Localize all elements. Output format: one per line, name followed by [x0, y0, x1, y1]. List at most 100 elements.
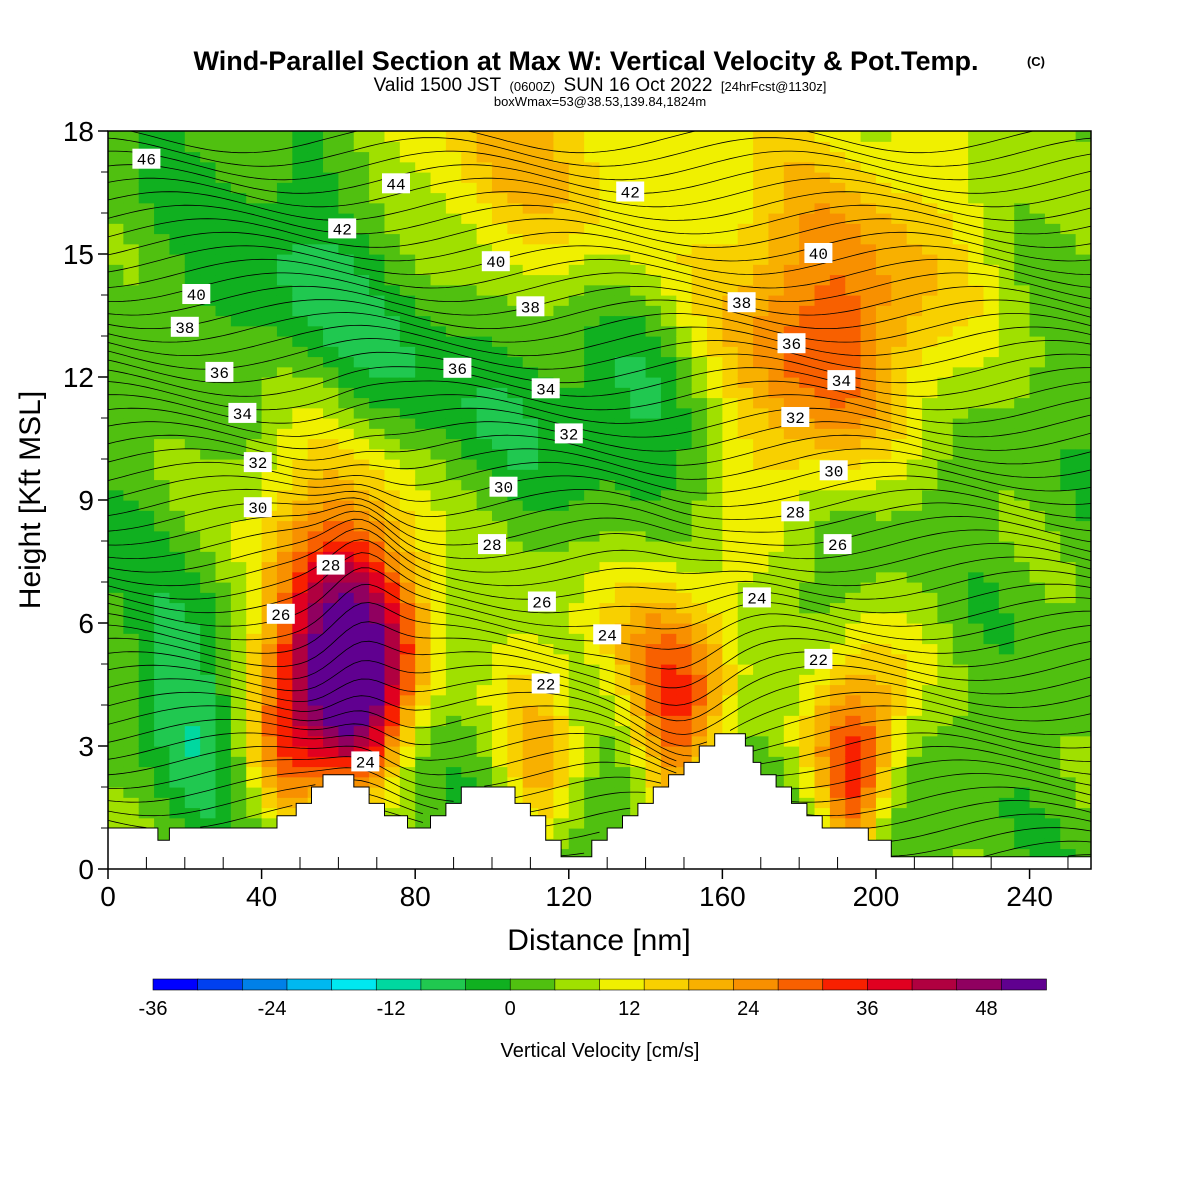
velocity-cell	[138, 366, 155, 378]
velocity-cell	[799, 561, 816, 573]
velocity-cell	[845, 172, 862, 183]
velocity-cell	[353, 766, 370, 778]
velocity-cell	[599, 592, 616, 604]
velocity-cell	[230, 274, 247, 286]
velocity-cell	[875, 254, 892, 265]
velocity-cell	[522, 510, 539, 522]
theta-contour-line	[108, 231, 1091, 262]
theta-contour-label: 36	[443, 357, 472, 379]
velocity-cell	[768, 448, 785, 460]
velocity-cell	[261, 715, 278, 727]
velocity-cell	[799, 459, 816, 470]
theta-contour-line	[108, 539, 1091, 600]
velocity-cell	[230, 725, 247, 737]
velocity-cell	[768, 571, 785, 583]
velocity-cell	[983, 530, 1000, 542]
velocity-cell	[691, 305, 708, 317]
velocity-cell	[292, 735, 309, 747]
velocity-cell	[645, 233, 662, 245]
velocity-cell	[676, 551, 693, 563]
velocity-cell	[614, 459, 631, 470]
velocity-cell	[660, 336, 677, 347]
velocity-cell	[184, 223, 201, 235]
velocity-cell	[461, 674, 478, 686]
velocity-cell	[292, 500, 309, 511]
velocity-cell	[906, 797, 923, 809]
velocity-cell	[707, 223, 723, 235]
velocity-cell	[845, 705, 862, 716]
velocity-cell	[875, 807, 892, 819]
velocity-cell	[123, 776, 140, 788]
velocity-cell	[538, 428, 555, 440]
velocity-cell	[399, 254, 416, 265]
velocity-cell	[814, 551, 831, 563]
velocity-cell	[261, 694, 278, 706]
velocity-cell	[906, 254, 923, 265]
velocity-cell	[1060, 735, 1077, 747]
velocity-cell	[154, 325, 171, 337]
velocity-cell	[998, 787, 1015, 798]
velocity-cell	[292, 284, 309, 296]
velocity-cell	[1014, 735, 1031, 747]
velocity-cell	[891, 161, 908, 173]
velocity-cell	[507, 776, 524, 788]
velocity-cell	[906, 305, 923, 317]
velocity-cell	[507, 694, 524, 706]
velocity-cell	[307, 274, 324, 286]
velocity-cell	[906, 602, 923, 614]
velocity-cell	[753, 243, 770, 255]
velocity-cell	[645, 254, 662, 265]
velocity-cell	[230, 264, 247, 276]
velocity-cell	[138, 315, 155, 327]
velocity-cell	[261, 571, 278, 583]
velocity-cell	[522, 571, 539, 583]
velocity-cell	[630, 151, 647, 163]
velocity-cell	[307, 131, 324, 142]
velocity-cell	[660, 233, 677, 245]
velocity-cell	[169, 377, 186, 388]
velocity-cell	[645, 571, 662, 583]
velocity-cell	[123, 172, 140, 183]
velocity-cell	[814, 479, 831, 491]
velocity-cell	[829, 346, 846, 358]
velocity-cell	[369, 479, 386, 491]
velocity-cell	[507, 172, 524, 183]
velocity-cell	[1075, 264, 1091, 276]
velocity-cell	[507, 541, 524, 552]
velocity-cell	[307, 305, 324, 317]
velocity-cell	[138, 223, 155, 235]
velocity-cell	[384, 674, 401, 686]
velocity-cell	[1060, 766, 1077, 778]
velocity-cell	[215, 664, 232, 675]
velocity-cell	[1029, 295, 1046, 306]
velocity-cell	[292, 377, 309, 388]
velocity-cell	[276, 489, 293, 501]
velocity-cell	[584, 766, 601, 778]
velocity-cell	[845, 766, 862, 778]
velocity-cell	[737, 315, 754, 327]
velocity-cell	[123, 161, 140, 173]
velocity-cell	[246, 479, 263, 491]
velocity-cell	[722, 243, 739, 255]
velocity-cell	[937, 592, 954, 604]
velocity-cell	[369, 623, 386, 634]
velocity-cell	[230, 479, 247, 491]
velocity-cell	[108, 305, 124, 317]
velocity-cell	[292, 510, 309, 522]
velocity-cell	[200, 602, 217, 614]
velocity-cell	[415, 500, 432, 511]
velocity-cell	[461, 407, 478, 419]
velocity-cell	[829, 305, 846, 317]
velocity-cell	[722, 571, 739, 583]
velocity-cell	[998, 387, 1015, 399]
velocity-cell	[384, 428, 401, 440]
velocity-cell	[522, 735, 539, 747]
velocity-cell	[491, 459, 508, 470]
theta-label-text: 42	[333, 221, 352, 239]
velocity-cell	[875, 705, 892, 716]
velocity-cell	[937, 848, 954, 860]
velocity-cell	[384, 387, 401, 399]
theta-contour-line	[108, 394, 1091, 424]
velocity-cell	[875, 295, 892, 306]
velocity-cell	[998, 807, 1015, 819]
